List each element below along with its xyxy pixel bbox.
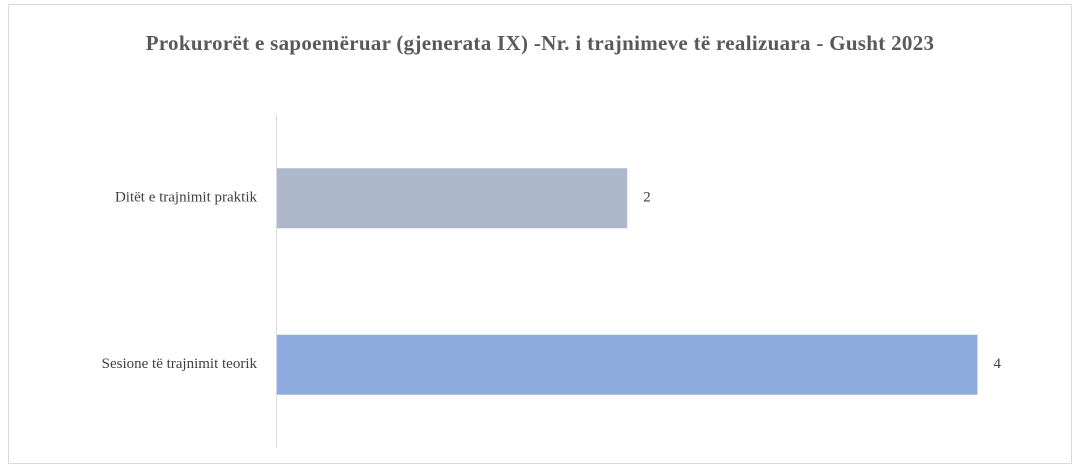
y-tick-label: Ditët e trajnimit praktik [115, 190, 258, 206]
y-tick-label: Sesione të trajnimit teorik [102, 356, 258, 372]
value-label: 2 [643, 190, 651, 206]
chart-border [8, 4, 1072, 464]
value-label: 4 [993, 356, 1001, 372]
bar [277, 168, 628, 229]
chart-title: Prokurorët e sapoemëruar (gjenerata IX) … [145, 31, 935, 55]
bar [277, 334, 978, 395]
